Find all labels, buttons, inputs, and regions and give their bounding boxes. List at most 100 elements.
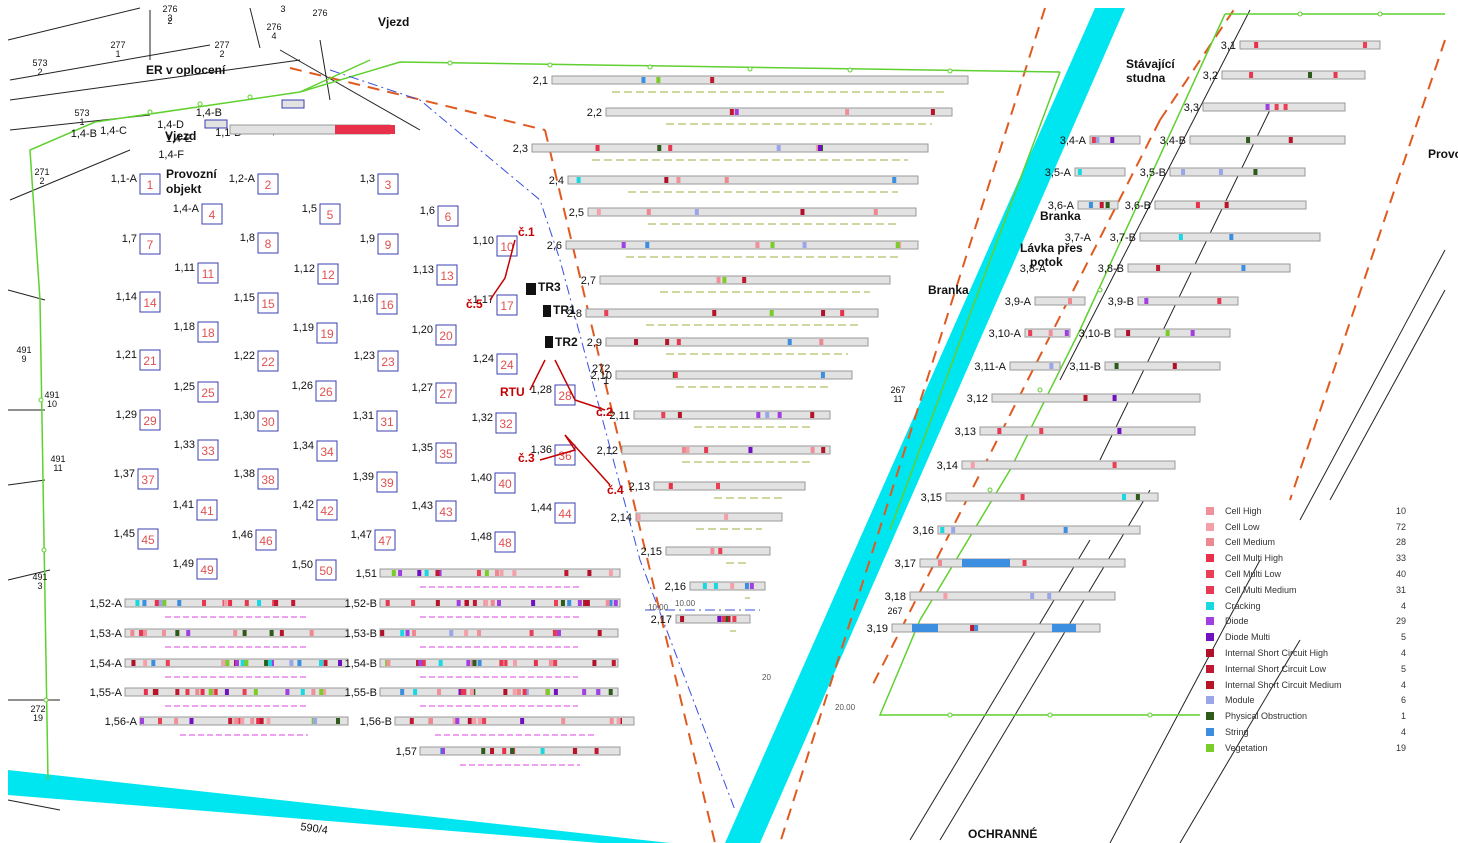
- legend-item[interactable]: Cell Low 72: [1206, 519, 1406, 535]
- grid-box[interactable]: [257, 468, 279, 490]
- grid-box[interactable]: [495, 412, 517, 434]
- panel-row[interactable]: [991, 393, 1201, 403]
- panel-row[interactable]: [124, 598, 349, 608]
- panel-row[interactable]: [124, 687, 349, 697]
- small-table-panel[interactable]: [204, 119, 228, 129]
- grid-box[interactable]: [437, 205, 459, 227]
- panel-row[interactable]: [615, 370, 853, 380]
- panel-row[interactable]: [1189, 135, 1346, 145]
- panel-row[interactable]: [551, 75, 969, 85]
- grid-box[interactable]: [139, 173, 161, 195]
- panel-row[interactable]: [1127, 263, 1291, 273]
- grid-box[interactable]: [257, 410, 279, 432]
- panel-row[interactable]: [585, 308, 879, 318]
- grid-box[interactable]: [435, 324, 457, 346]
- panel-row[interactable]: [909, 591, 1116, 601]
- legend-item[interactable]: Cell Multi Low 40: [1206, 566, 1406, 582]
- legend-item[interactable]: Internal Short Circuit Medium 4: [1206, 677, 1406, 693]
- grid-box[interactable]: [376, 471, 398, 493]
- grid-box[interactable]: [554, 502, 576, 524]
- panel-row[interactable]: [621, 445, 831, 455]
- grid-box[interactable]: [377, 233, 399, 255]
- panel-row[interactable]: [531, 143, 929, 153]
- grid-box[interactable]: [257, 232, 279, 254]
- grid-box[interactable]: [255, 529, 277, 551]
- transformer-stations[interactable]: TR3 TR1 TR2: [526, 280, 578, 349]
- grid-box[interactable]: [257, 350, 279, 372]
- grid-box[interactable]: [376, 410, 398, 432]
- panel-row[interactable]: [937, 525, 1141, 535]
- grid-box[interactable]: [197, 381, 219, 403]
- grid-box[interactable]: [257, 173, 279, 195]
- panel-row[interactable]: [567, 175, 919, 185]
- grid-box[interactable]: [436, 264, 458, 286]
- panel-row[interactable]: [1221, 70, 1366, 80]
- small-table-panel[interactable]: [281, 99, 305, 109]
- grid-box[interactable]: [201, 203, 223, 225]
- panel-row[interactable]: [1024, 328, 1071, 338]
- grid-box[interactable]: [197, 439, 219, 461]
- panel-row[interactable]: [379, 658, 619, 668]
- panel-row[interactable]: [919, 558, 1126, 568]
- panel-row[interactable]: [1137, 296, 1239, 306]
- panel-row[interactable]: [1169, 167, 1306, 177]
- panel-row[interactable]: [1114, 328, 1231, 338]
- panel-row[interactable]: [1154, 200, 1307, 210]
- panel-row[interactable]: [1239, 40, 1381, 50]
- legend-item[interactable]: Physical Obstruction 1: [1206, 708, 1406, 724]
- grid-box[interactable]: [316, 322, 338, 344]
- panel-row[interactable]: [675, 614, 751, 624]
- legend-item[interactable]: Diode 29: [1206, 614, 1406, 630]
- grid-box[interactable]: [197, 321, 219, 343]
- grid-box[interactable]: [315, 559, 337, 581]
- grid-box[interactable]: [137, 468, 159, 490]
- panel-row[interactable]: [379, 687, 619, 697]
- panel-row[interactable]: [565, 240, 919, 250]
- grid-box[interactable]: [319, 203, 341, 225]
- grid-box[interactable]: [196, 558, 218, 580]
- grid-box[interactable]: [137, 528, 159, 550]
- panel-row[interactable]: [665, 546, 771, 556]
- legend-item[interactable]: Cell Multi High 33: [1206, 550, 1406, 566]
- panel-row[interactable]: [1009, 361, 1061, 371]
- legend-item[interactable]: Cell High 10: [1206, 503, 1406, 519]
- legend-item[interactable]: String 4: [1206, 724, 1406, 740]
- panel-row[interactable]: [891, 623, 1101, 633]
- legend-item[interactable]: Cell Multi Medium 31: [1206, 582, 1406, 598]
- panel-row[interactable]: [1202, 102, 1346, 112]
- legend-item[interactable]: Cracking 4: [1206, 598, 1406, 614]
- panel-row[interactable]: [945, 492, 1159, 502]
- grid-box[interactable]: [316, 440, 338, 462]
- panel-row[interactable]: [419, 746, 621, 756]
- panel-row[interactable]: [379, 628, 619, 638]
- panel-row[interactable]: [605, 337, 869, 347]
- grid-box[interactable]: [496, 353, 518, 375]
- panel-row[interactable]: [1089, 135, 1141, 145]
- panel-row[interactable]: [635, 512, 783, 522]
- grid-box[interactable]: [317, 263, 339, 285]
- grid-box[interactable]: [139, 291, 161, 313]
- grid-box[interactable]: [435, 382, 457, 404]
- grid-box[interactable]: [139, 233, 161, 255]
- legend-item[interactable]: Module 6: [1206, 693, 1406, 709]
- grid-box[interactable]: [374, 529, 396, 551]
- panel-row[interactable]: [633, 410, 831, 420]
- grid-box[interactable]: [376, 293, 398, 315]
- grid-box[interactable]: [435, 500, 457, 522]
- panel-row[interactable]: [1104, 361, 1221, 371]
- grid-box[interactable]: [435, 442, 457, 464]
- panel-row[interactable]: [1077, 200, 1119, 210]
- panel-row[interactable]: [961, 460, 1176, 470]
- grid-box[interactable]: [494, 531, 516, 553]
- grid-box[interactable]: [257, 292, 279, 314]
- legend-item[interactable]: Diode Multi 5: [1206, 629, 1406, 645]
- grid-box[interactable]: [494, 472, 516, 494]
- grid-box[interactable]: [496, 294, 518, 316]
- grid-box[interactable]: [197, 262, 219, 284]
- legend-item[interactable]: Cell Medium 28: [1206, 535, 1406, 551]
- grid-box[interactable]: [377, 173, 399, 195]
- grid-box[interactable]: [139, 349, 161, 371]
- panel-row[interactable]: [689, 581, 766, 591]
- panel-row[interactable]: [1074, 167, 1126, 177]
